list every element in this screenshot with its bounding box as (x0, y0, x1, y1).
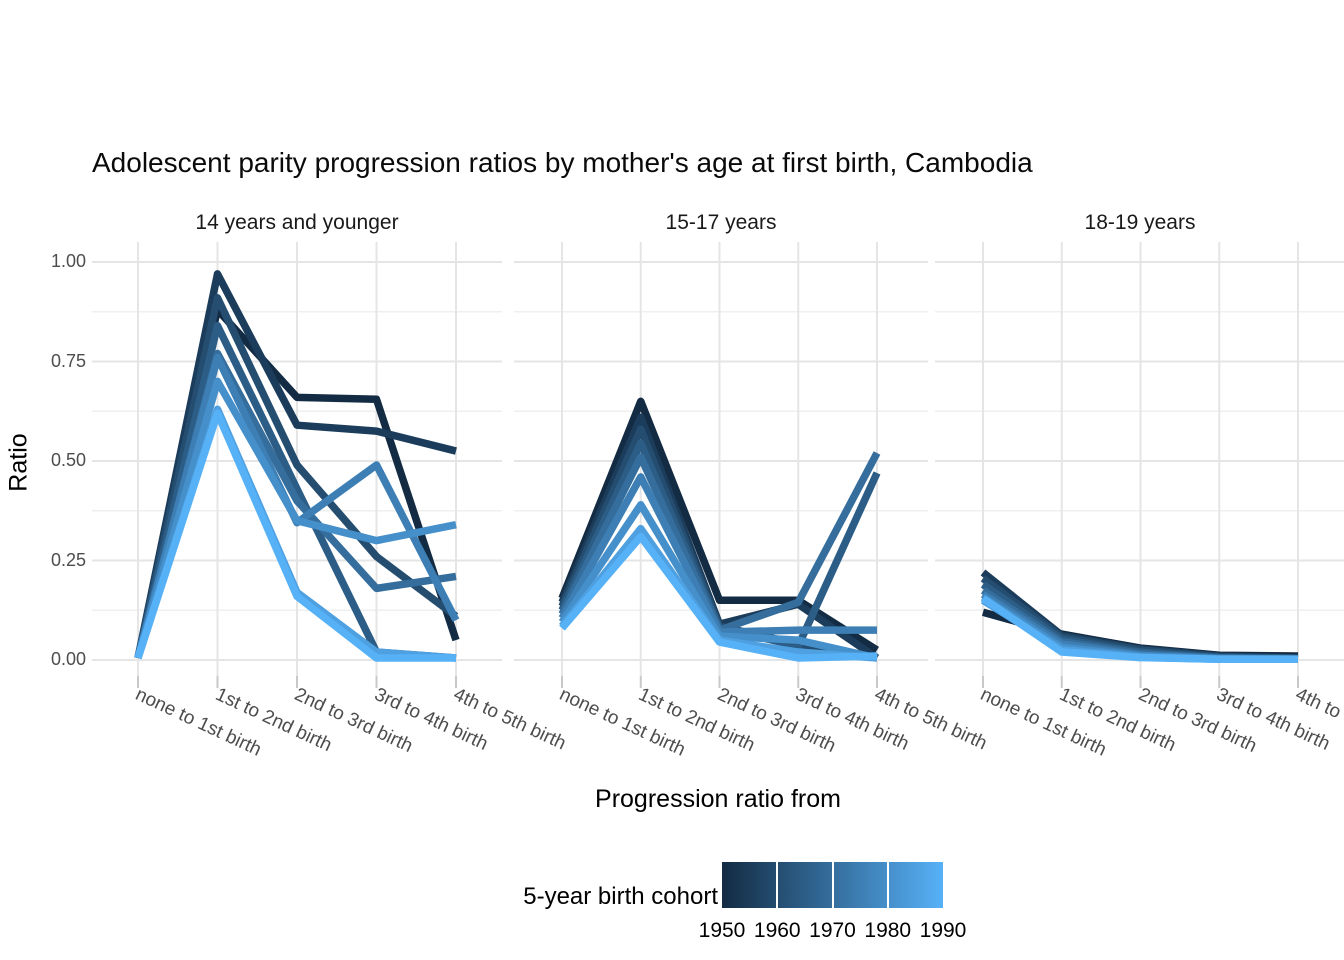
legend-year-label-1960: 1960 (753, 919, 801, 942)
legend-bar-tick-mark (886, 862, 889, 908)
legend-title: 5-year birth cohort (523, 883, 718, 910)
y-tick-label-0.25: 0.25 (50, 549, 86, 570)
cohort-line-1950 (558, 397, 880, 654)
facet-panel-0 (92, 242, 502, 688)
cohort-line-1960 (134, 294, 459, 659)
y-tick-label-0.50: 0.50 (50, 450, 86, 470)
facet-strip-label-18-19: 18-19 years (1084, 211, 1196, 234)
legend-year-label-1950: 1950 (698, 919, 746, 942)
x-axis-title: Progression ratio from (595, 785, 841, 813)
cohort-line-1990 (134, 409, 456, 662)
cohort-line-1990 (559, 532, 878, 662)
y-axis-title: Ratio (4, 433, 33, 492)
legend-colorbar (722, 862, 943, 908)
chart-title: Adolescent parity progression ratios by … (92, 147, 1033, 178)
legend-bar-tick-mark (831, 862, 834, 908)
y-tick-label-1.00: 1.00 (50, 251, 86, 271)
facet-panel-1 (514, 242, 928, 688)
legend-year-label-1970: 1970 (809, 919, 856, 942)
facet-strip-label-15-17: 15-17 years (665, 211, 777, 234)
cohort-line-1980 (134, 377, 457, 660)
facet-panel-2 (935, 242, 1344, 688)
legend-year-label-1980: 1980 (864, 919, 912, 942)
cohort-line-1990 (980, 595, 1298, 663)
legend-bar-tick-mark (776, 862, 779, 908)
y-tick-label-0.00: 0.00 (50, 649, 86, 669)
legend-year-label-1990: 1990 (919, 919, 967, 942)
y-tick-label-0.75: 0.75 (50, 350, 86, 371)
facet-strip-label-14-and-younger: 14 years and younger (195, 211, 399, 234)
